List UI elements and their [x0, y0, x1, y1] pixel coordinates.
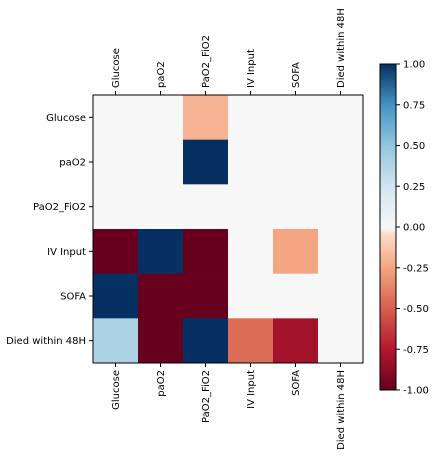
- heatmap-cell: [183, 139, 229, 185]
- y-axis: Glucose paO2 PaO2_FiO2 IV Input SOFA Died wit…: [6, 113, 93, 347]
- x-tick-label-top: IV Input: [246, 49, 257, 88]
- heatmap-cell: [228, 273, 274, 319]
- heatmap-cell: [228, 318, 274, 364]
- heatmap-cell: [138, 184, 184, 230]
- colorbar-tick-label: 0.00: [403, 223, 425, 234]
- heatmap-cell: [273, 229, 319, 274]
- colorbar-tick-label: 0.75: [403, 100, 425, 111]
- heatmap-cell: [183, 184, 229, 230]
- heatmap-cell: [93, 184, 139, 230]
- heatmap-cell: [228, 139, 274, 185]
- heatmap-cell: [228, 229, 274, 274]
- heatmap-cell: [138, 318, 184, 364]
- colorbar: 1.00 0.75 0.50 0.25 0.00 -0.25 -0.50 -0.75 -1.00: [379, 60, 429, 397]
- colorbar-tick-label: -1.00: [403, 386, 429, 397]
- heatmap-cell: [228, 95, 274, 140]
- x-axis-bottom: Glucose paO2 PaO2_FiO2 IV Input SOFA Died wit…: [111, 363, 347, 450]
- heatmap-cell: [228, 184, 274, 230]
- heatmap-cell: [183, 229, 229, 274]
- heatmap-cells: [93, 95, 364, 364]
- x-tick-label-top: paO2: [156, 61, 167, 88]
- y-tick-label: Glucose: [46, 113, 86, 124]
- plot-frame: [92, 94, 364, 364]
- colorbar-tick-label: 0.25: [403, 182, 425, 193]
- colorbar-tick-label: -0.25: [403, 263, 429, 274]
- y-tick-label: IV Input: [47, 247, 86, 258]
- heatmap-cell: [273, 273, 319, 319]
- x-axis-top: Glucose paO2 PaO2_FiO2 IV Input SOFA Died wit…: [111, 8, 347, 95]
- heatmap-cell: [318, 184, 364, 230]
- y-tick-label: paO2: [59, 158, 86, 169]
- heatmap-cell: [183, 95, 229, 140]
- heatmap-cell: [138, 95, 184, 140]
- heatmap-cell: [318, 139, 364, 185]
- colorbar-gradient: [379, 63, 397, 391]
- x-tick-label-bottom: PaO2_FiO2: [201, 370, 212, 423]
- heatmap-cell: [138, 229, 184, 274]
- colorbar-tick-label: 0.50: [403, 141, 425, 152]
- heatmap-cell: [318, 318, 364, 364]
- y-tick-label: Died within 48H: [6, 336, 86, 347]
- heatmap-cell: [273, 139, 319, 185]
- x-tick-label-top: PaO2_FiO2: [201, 35, 212, 88]
- heatmap-cell: [93, 139, 139, 185]
- colorbar-tick-label: -0.75: [403, 345, 429, 356]
- x-tick-label-bottom: Glucose: [111, 370, 122, 410]
- y-tick-label: SOFA: [60, 292, 86, 303]
- x-tick-label-bottom: paO2: [156, 370, 167, 397]
- heatmap-cell: [93, 273, 139, 319]
- heatmap-cell: [318, 273, 364, 319]
- x-tick-label-top: Died within 48H: [336, 8, 347, 88]
- colorbar-tick-label: 1.00: [403, 60, 425, 71]
- heatmap-cell: [273, 95, 319, 140]
- x-tick-label-bottom: IV Input: [246, 370, 257, 409]
- heatmap-cell: [273, 318, 319, 364]
- x-tick-label-top: SOFA: [291, 62, 302, 88]
- x-tick-label-top: Glucose: [111, 48, 122, 88]
- heatmap-cell: [318, 95, 364, 140]
- heatmap-cell: [273, 184, 319, 230]
- heatmap-cell: [183, 318, 229, 364]
- heatmap-cell: [138, 139, 184, 185]
- x-tick-label-bottom: Died within 48H: [336, 370, 347, 450]
- colorbar-tick-label: -0.50: [403, 304, 429, 315]
- x-tick-label-bottom: SOFA: [291, 370, 302, 396]
- heatmap-cell: [93, 95, 139, 140]
- heatmap-cell: [93, 318, 139, 364]
- heatmap-cell: [93, 229, 139, 274]
- heatmap-cell: [138, 273, 184, 319]
- heatmap-cell: [183, 273, 229, 319]
- y-tick-label: PaO2_FiO2: [33, 202, 86, 213]
- heatmap-cell: [318, 229, 364, 274]
